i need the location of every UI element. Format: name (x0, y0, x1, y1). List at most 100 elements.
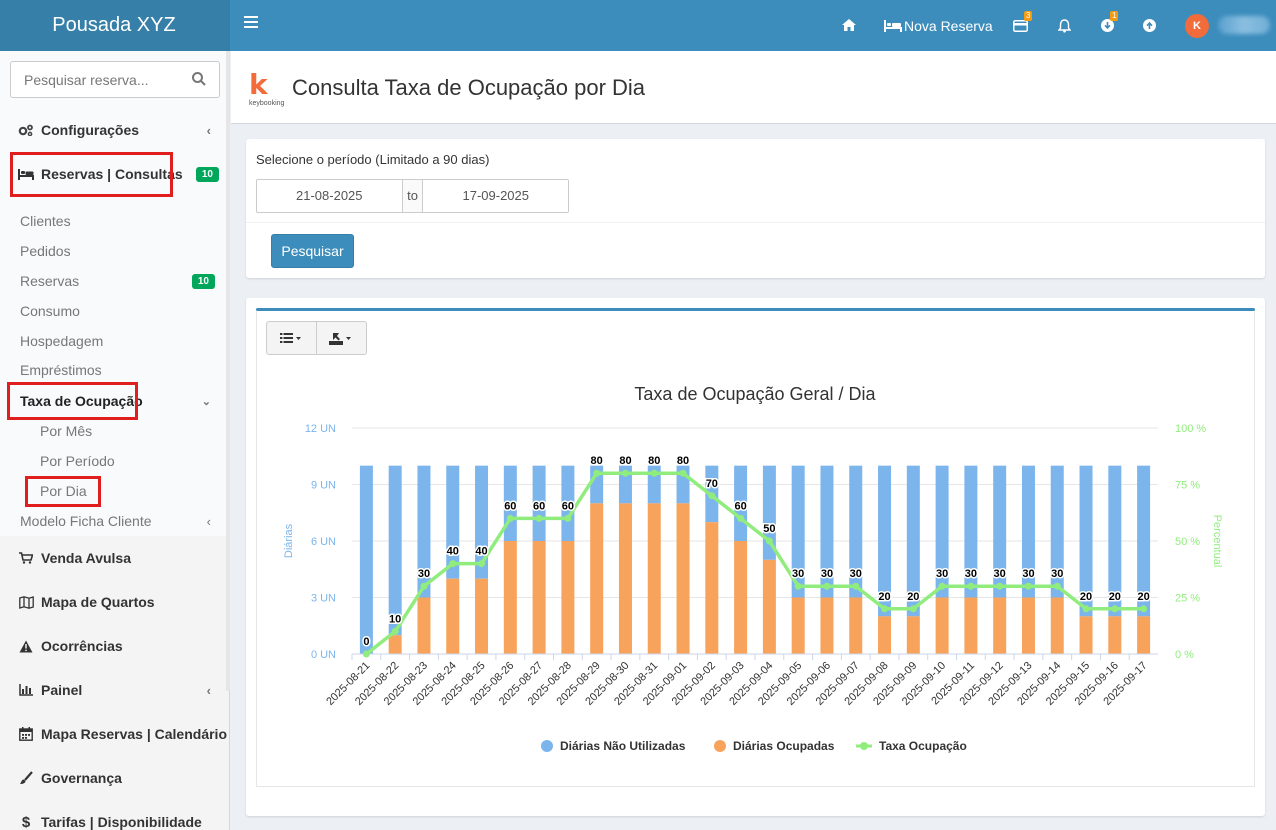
chart-title: Taxa de Ocupação Geral / Dia (634, 384, 876, 404)
rate-point (1053, 582, 1061, 590)
sidebar-item-label: Consumo (20, 303, 80, 319)
bed-icon (884, 19, 902, 32)
y-right-tick-label: 75 % (1175, 480, 1200, 492)
rate-data-label: 30 (821, 568, 833, 580)
rate-point (1024, 582, 1032, 590)
bar-unused (993, 465, 1007, 598)
rate-point (391, 627, 399, 635)
brand-logo[interactable]: Pousada XYZ (0, 0, 230, 51)
sidebar-item-label: Por Período (40, 453, 115, 469)
keybooking-logo: k keybooking (249, 71, 289, 111)
rate-point (1082, 605, 1090, 613)
search-icon[interactable] (192, 72, 206, 86)
legend-marker-rate (860, 742, 868, 750)
rate-point (564, 514, 572, 522)
sidebar-item-label: Pedidos (20, 243, 71, 259)
sidebar-item-reservas[interactable]: Reservas 10 (0, 266, 229, 296)
sidebar-item-por-mes[interactable]: Por Mês (0, 416, 229, 446)
sidebar-scrollbar[interactable] (226, 51, 230, 691)
sidebar-item-modelo-ficha[interactable]: Modelo Ficha Cliente ‹ (0, 506, 229, 536)
highlight-box (25, 476, 101, 507)
rate-data-label: 30 (936, 568, 948, 580)
bar-occupied (878, 616, 892, 654)
y-tick-label: 6 UN (311, 536, 336, 548)
bar-unused (561, 465, 575, 541)
date-to-field[interactable]: 17-09-2025 (462, 188, 529, 203)
y-axis-title: Diárias (283, 523, 295, 558)
bar-occupied (388, 635, 402, 654)
sidebar-item-tarifas[interactable]: $ Tarifas | Disponibilidade (0, 807, 229, 830)
sidebar-item-ocorrencias[interactable]: Ocorrências (0, 631, 229, 661)
bar-occupied (503, 541, 517, 654)
sidebar-item-painel[interactable]: Painel ‹ (0, 675, 229, 705)
list-view-button[interactable] (267, 322, 317, 354)
sidebar: Configurações ‹ Reservas | Consultas 10 … (0, 51, 230, 830)
cart-icon (19, 552, 33, 564)
export-button[interactable] (317, 322, 367, 354)
rate-point (996, 582, 1004, 590)
user-name-blurred[interactable] (1218, 16, 1270, 34)
sidebar-item-pedidos[interactable]: Pedidos (0, 236, 229, 266)
rate-data-label: 80 (677, 455, 689, 467)
bar-occupied (734, 541, 748, 654)
chart-box (246, 298, 1265, 816)
search-button[interactable]: Pesquisar (271, 234, 354, 268)
sidebar-item-por-dia[interactable]: Por Dia (0, 476, 229, 506)
sidebar-item-clientes[interactable]: Clientes (0, 206, 229, 236)
bar-occupied (561, 541, 575, 654)
bar-occupied (993, 597, 1007, 654)
bar-occupied (1021, 597, 1035, 654)
sidebar-item-label: Por Mês (40, 423, 93, 439)
bar-unused (647, 465, 661, 504)
bar-unused (1021, 465, 1035, 598)
download-circle-icon[interactable] (1101, 19, 1114, 32)
bar-unused (791, 465, 805, 598)
home-icon[interactable] (842, 19, 856, 31)
sidebar-item-configuracoes[interactable]: Configurações ‹ (0, 115, 229, 145)
rate-data-label: 60 (533, 500, 545, 512)
sidebar-item-emprestimos[interactable]: Empréstimos (0, 355, 229, 385)
download-count-badge: 1 (1110, 11, 1119, 21)
sidebar-item-label: Ocorrências (41, 638, 123, 654)
y-right-tick-label: 25 % (1175, 593, 1200, 605)
sidebar-item-mapa-quartos[interactable]: Mapa de Quartos (0, 587, 229, 617)
bar-unused (878, 465, 892, 617)
search-input[interactable] (11, 62, 181, 97)
new-reservation-link[interactable]: Nova Reserva (884, 0, 993, 51)
sidebar-item-governanca[interactable]: Governança (0, 763, 229, 793)
y-right-tick-label: 50 % (1175, 536, 1200, 548)
bar-occupied (676, 503, 690, 654)
bar-unused (388, 465, 402, 636)
rate-data-label: 30 (994, 568, 1006, 580)
sidebar-item-reservas-consultas[interactable]: Reservas | Consultas 10 (0, 159, 229, 189)
period-label: Selecione o período (Limitado a 90 dias) (256, 152, 490, 167)
rate-data-label: 0 (363, 636, 369, 648)
rate-point (938, 582, 946, 590)
sidebar-item-venda-avulsa[interactable]: Venda Avulsa (0, 543, 229, 573)
rate-data-label: 30 (1051, 568, 1063, 580)
rate-point (852, 582, 860, 590)
y-tick-label: 9 UN (311, 480, 336, 492)
rate-point (449, 560, 457, 568)
sidebar-item-por-periodo[interactable]: Por Período (0, 446, 229, 476)
bar-occupied (475, 578, 489, 654)
user-avatar[interactable]: K (1185, 14, 1209, 38)
sidebar-item-label: Mapa Reservas | Calendário (41, 726, 227, 742)
bell-icon[interactable] (1058, 19, 1071, 33)
occupancy-chart: 0 UN 3 UN 6 UN 9 UN 12 UN 0 % 25 % 50 % 75 % 100 … (246, 366, 1265, 786)
credit-card-icon[interactable] (1013, 20, 1028, 32)
rate-point (909, 605, 917, 613)
bar-unused (906, 465, 920, 617)
sidebar-toggle-icon[interactable] (244, 16, 258, 30)
sidebar-item-mapa-reservas[interactable]: Mapa Reservas | Calendário (0, 719, 229, 749)
bar-unused (359, 465, 373, 654)
y-right-axis-title: Percentual (1211, 515, 1223, 568)
upload-circle-icon[interactable] (1143, 19, 1156, 32)
rate-point (881, 605, 889, 613)
sidebar-item-taxa-ocupacao[interactable]: Taxa de Ocupação ⌄ (0, 386, 229, 416)
bar-unused (475, 465, 489, 579)
sidebar-item-consumo[interactable]: Consumo (0, 296, 229, 326)
sidebar-item-hospedagem[interactable]: Hospedagem (0, 326, 229, 356)
date-from-field[interactable]: 21-08-2025 (296, 188, 363, 203)
chevron-left-icon: ‹ (206, 122, 211, 138)
